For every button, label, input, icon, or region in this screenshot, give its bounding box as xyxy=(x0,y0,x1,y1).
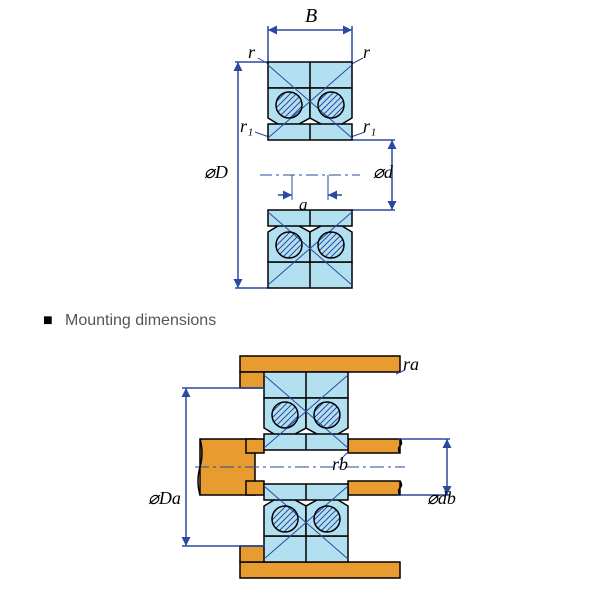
mounting-diagram xyxy=(0,334,600,600)
label-D: ⌀D xyxy=(204,162,228,183)
label-r-tr: r xyxy=(363,42,370,63)
label-rb: rb xyxy=(332,454,348,475)
label-Da: ⌀Da xyxy=(148,488,181,509)
label-B: B xyxy=(305,5,317,28)
section-title: Mounting dimensions xyxy=(65,312,216,330)
label-r1-l: r₁ xyxy=(240,116,253,137)
section-square: ■ xyxy=(43,312,53,330)
label-r-tl: r xyxy=(248,42,255,63)
label-a: a xyxy=(299,195,308,215)
label-r1-r: r₁ xyxy=(363,116,376,137)
bearing-diagram-top xyxy=(0,0,600,300)
label-db: ⌀db xyxy=(427,488,456,509)
label-ra: ra xyxy=(403,354,419,375)
label-d-small: ⌀d xyxy=(373,162,393,183)
